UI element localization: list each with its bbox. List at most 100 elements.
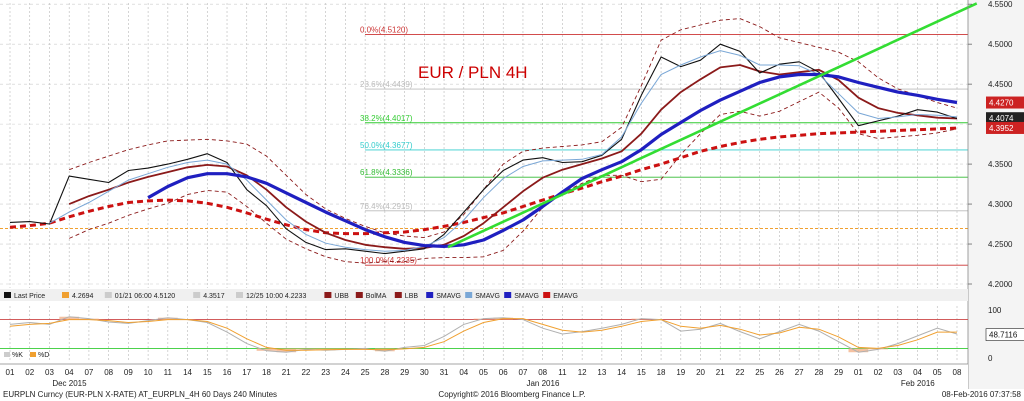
chart-title: EUR / PLN 4H xyxy=(418,63,528,82)
legend-label: SMAVG xyxy=(436,293,461,300)
series-bolma xyxy=(68,64,958,250)
x-month-label: Feb 2016 xyxy=(901,379,935,388)
x-tick-label: 14 xyxy=(617,368,626,377)
x-month-label: Dec 2015 xyxy=(52,379,87,388)
x-tick-label: 30 xyxy=(420,368,429,377)
x-tick-label: 18 xyxy=(262,368,271,377)
x-tick-label: 06 xyxy=(499,368,508,377)
x-tick-label: 05 xyxy=(933,368,942,377)
oscillator-fill-overbought xyxy=(631,318,652,320)
x-tick-label: 21 xyxy=(716,368,725,377)
footer-timestamp: 08-Feb-2016 07:37:58 xyxy=(941,390,1021,399)
x-tick-label: 04 xyxy=(459,368,468,377)
x-tick-label: 07 xyxy=(84,368,93,377)
x-tick-label: 15 xyxy=(637,368,646,377)
legend-swatch xyxy=(465,292,473,298)
price-tag xyxy=(986,96,1024,109)
oscillator-legend-label: %K xyxy=(12,352,23,359)
price-tag xyxy=(986,121,1024,134)
oscillator-legend-swatch xyxy=(4,352,10,357)
series-emavg xyxy=(9,126,958,236)
x-tick-label: 08 xyxy=(104,368,113,377)
oscillator-last-tag xyxy=(985,328,1024,341)
series-last-price xyxy=(9,43,958,255)
footer: EURPLN Curncy (EUR-PLN X-RATE) AT_EURPLN… xyxy=(0,389,1024,401)
y-tick-label: 4.3000 xyxy=(988,200,1013,209)
x-tick-label: 20 xyxy=(696,368,705,377)
x-tick-label: 28 xyxy=(380,368,389,377)
fib-label: 38.2%(4.4017) xyxy=(360,114,413,123)
y-tick-label: 4.5000 xyxy=(988,40,1013,49)
x-tick-label: 23 xyxy=(321,368,330,377)
legend-swatch xyxy=(324,292,332,298)
x-tick-label: 10 xyxy=(144,368,153,377)
fib-label: 100.0%(4.2235) xyxy=(360,256,417,265)
x-tick-label: 11 xyxy=(164,368,173,377)
legend-swatch xyxy=(62,292,69,298)
y-tick-label: 4.5500 xyxy=(988,0,1013,9)
x-tick-label: 07 xyxy=(519,368,528,377)
oscillator-fill-overbought xyxy=(157,317,178,320)
y-tick-label: 4.2500 xyxy=(988,240,1013,249)
legend-swatch xyxy=(543,292,551,298)
legend-label: 4.3517 xyxy=(203,293,225,300)
fib-label: 61.8%(4.3336) xyxy=(360,168,413,177)
legend-swatch xyxy=(355,292,363,298)
legend-label: UBB xyxy=(334,293,349,300)
x-tick-label: 27 xyxy=(795,368,804,377)
fib-label: 0.0%(4.5120) xyxy=(360,26,408,35)
x-tick-label: 31 xyxy=(440,368,449,377)
oscillator-fill-overbought xyxy=(59,316,80,320)
x-tick-label: 24 xyxy=(341,368,350,377)
x-tick-label: 19 xyxy=(676,368,685,377)
series-smavg-fast xyxy=(49,50,958,252)
x-tick-label: 03 xyxy=(45,368,54,377)
y-tick-label: 4.3500 xyxy=(988,160,1013,169)
x-tick-label: 01 xyxy=(854,368,863,377)
legend-label: Last Price xyxy=(14,293,45,300)
footer-copyright: Copyright© 2016 Bloomberg Finance L.P. xyxy=(438,390,586,399)
x-tick-label: 25 xyxy=(361,368,370,377)
price-tag-label: 4.4074 xyxy=(989,114,1014,123)
series-ubb xyxy=(69,18,958,239)
x-tick-label: 02 xyxy=(874,368,883,377)
x-tick-label: 11 xyxy=(558,368,567,377)
x-tick-label: 26 xyxy=(775,368,784,377)
legend-swatch xyxy=(236,292,243,298)
x-tick-label: 03 xyxy=(893,368,902,377)
x-axis-bg xyxy=(0,364,968,389)
x-tick-label: 28 xyxy=(814,368,823,377)
x-tick-label: 22 xyxy=(301,368,310,377)
x-tick-label: 13 xyxy=(597,368,606,377)
oscillator-last-label: 48.7116 xyxy=(989,331,1018,340)
oscillator-fill-oversold xyxy=(335,348,356,350)
x-tick-label: 05 xyxy=(479,368,488,377)
fibonacci-levels: 0.0%(4.5120) 23.6%(4.4439) 38.2%(4.4017) 50… xyxy=(360,26,968,266)
oscillator-fill-oversold xyxy=(296,348,316,350)
footer-security: EURPLN Curncy (EUR-PLN X-RATE) AT_EURPLN… xyxy=(3,390,278,399)
x-tick-label: 08 xyxy=(953,368,962,377)
price-tag xyxy=(986,112,1024,125)
fib-label: 76.4%(4.2915) xyxy=(360,202,413,211)
legend-swatch xyxy=(394,292,402,298)
legend-swatch xyxy=(4,292,11,298)
x-tick-label: 01 xyxy=(6,368,15,377)
x-tick-label: 04 xyxy=(913,368,922,377)
x-tick-label: 14 xyxy=(183,368,192,377)
x-tick-label: 17 xyxy=(242,368,251,377)
y-tick-label: 4.2000 xyxy=(988,280,1013,289)
fib-label: 50.0%(4.3677) xyxy=(360,141,413,150)
oscillator-k-line xyxy=(9,316,958,353)
legend-label: 12/25 10:00 4.2233 xyxy=(246,293,306,300)
legend-label: 01/21 06:00 4.5120 xyxy=(115,293,175,300)
x-tick-label: 08 xyxy=(538,368,547,377)
oscillator-legend-label: %D xyxy=(38,352,49,359)
oscillator-legend-swatch xyxy=(30,352,36,357)
price-tag-label: 4.3952 xyxy=(989,124,1014,133)
oscillator-d-line xyxy=(9,318,957,351)
x-tick-label: 15 xyxy=(203,368,212,377)
x-tick-label: 02 xyxy=(25,368,34,377)
legend-label: LBB xyxy=(405,293,419,300)
legend-label: 4.2694 xyxy=(72,293,94,300)
